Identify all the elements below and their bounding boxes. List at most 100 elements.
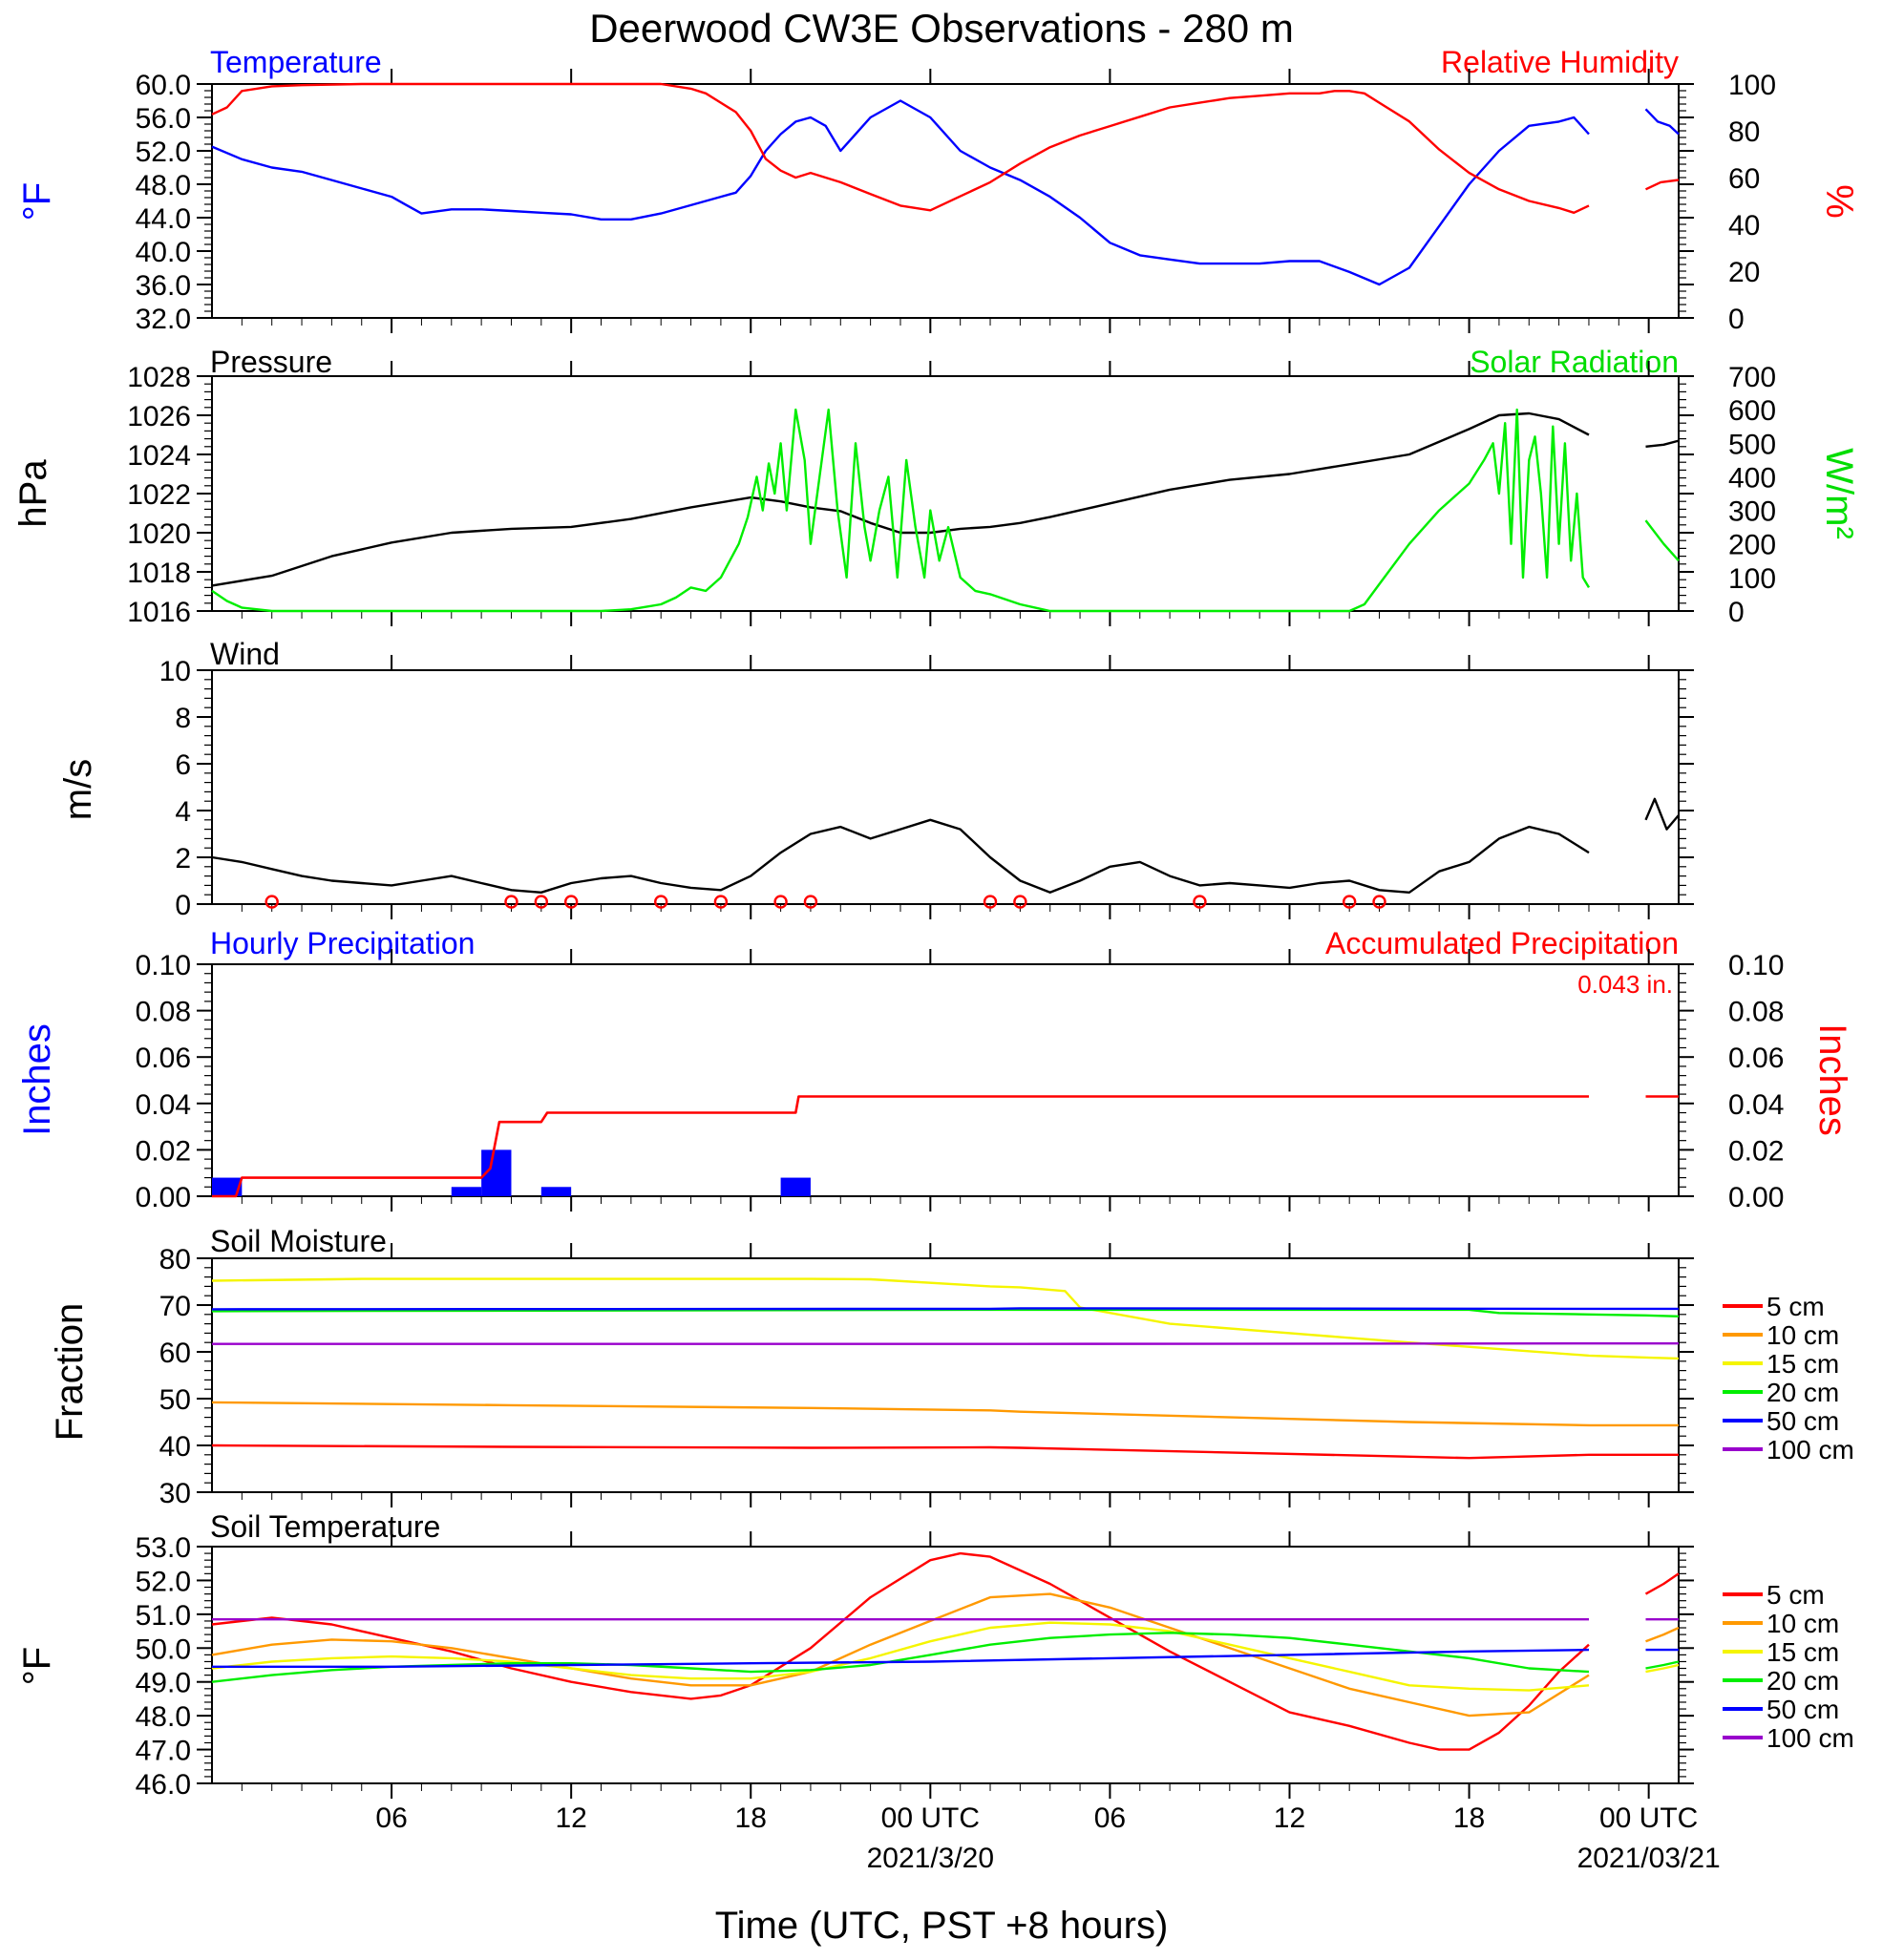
y-tick-label-right: 0.06 xyxy=(1728,1043,1784,1074)
legend-label: 100 cm xyxy=(1767,1435,1854,1465)
y-tick-label-right: 100 xyxy=(1728,563,1776,595)
legend-label: 15 cm xyxy=(1767,1637,1839,1667)
y-tick-label-right: 0.00 xyxy=(1728,1182,1784,1213)
series-line xyxy=(1644,797,1680,831)
calm-wind-marker xyxy=(654,895,668,909)
y-tick-label-left: 50.0 xyxy=(136,1633,191,1665)
series-line xyxy=(211,408,1591,613)
calm-wind-marker xyxy=(1193,895,1207,909)
legend-label: 100 cm xyxy=(1767,1723,1854,1753)
series-line xyxy=(211,99,1590,286)
y-tick-label-right: 300 xyxy=(1728,496,1776,528)
y-tick-label-right: 500 xyxy=(1728,429,1776,460)
y-tick-label-right: 0.10 xyxy=(1728,950,1784,981)
humidity-title: Relative Humidity xyxy=(1441,45,1679,79)
series-line xyxy=(1644,108,1680,136)
series-15-cm xyxy=(211,1621,1590,1692)
y-tick-label-right: 20 xyxy=(1728,257,1760,288)
figure-title: Deerwood CW3E Observations - 280 m xyxy=(589,6,1294,51)
y-tick-label-left: 53.0 xyxy=(136,1532,191,1564)
y-tick-label-right: 700 xyxy=(1728,362,1776,393)
y-tick-label-left: 1018 xyxy=(127,558,191,589)
series-5-cm xyxy=(1644,1572,1680,1595)
y-tick-label-left: 48.0 xyxy=(136,1701,191,1733)
legend-label: 20 cm xyxy=(1767,1666,1839,1696)
y-tick-label-left: 40.0 xyxy=(136,237,191,268)
solar-radiation-title: Solar Radiation xyxy=(1470,345,1679,379)
x-tick-label: 18 xyxy=(735,1802,767,1834)
x-tick-label: 00 UTC xyxy=(1599,1802,1698,1834)
y-tick-label-left: 1020 xyxy=(127,518,191,550)
calm-wind-marker xyxy=(504,895,518,909)
y-tick-label-left: 1022 xyxy=(127,479,191,511)
x-tick-label: 18 xyxy=(1453,1802,1485,1834)
y-tick-label-left: 44.0 xyxy=(136,203,191,235)
calm-wind-marker xyxy=(1013,895,1027,909)
solar-axis-label: W/m² xyxy=(1818,448,1860,539)
y-tick-label-right: 60 xyxy=(1728,163,1760,195)
y-tick-label-left: 60 xyxy=(159,1338,191,1369)
y-tick-label-left: 52.0 xyxy=(136,137,191,168)
precip-bar xyxy=(540,1187,572,1196)
calm-wind-marker xyxy=(534,895,549,909)
y-tick-label-left: 46.0 xyxy=(136,1769,191,1801)
y-tick-label-left: 30 xyxy=(159,1478,191,1509)
y-tick-label-left: 49.0 xyxy=(136,1668,191,1699)
y-tick-label-left: 1026 xyxy=(127,401,191,432)
precip-left-axis-label: Inches xyxy=(16,1023,58,1136)
y-tick-label-left: 60.0 xyxy=(136,70,191,101)
accumulated-precip-line xyxy=(212,1095,1589,1198)
y-tick-label-right: 0 xyxy=(1728,304,1745,335)
pressure-title: Pressure xyxy=(210,345,332,379)
calm-wind-marker xyxy=(713,895,729,909)
legend-label: 10 cm xyxy=(1767,1320,1839,1350)
series-line xyxy=(1644,179,1680,191)
precipitation-panel: Hourly Precipitation Accumulated Precipi… xyxy=(16,926,1853,1213)
y-tick-label-left: 56.0 xyxy=(136,103,191,135)
y-tick-label-right: 0 xyxy=(1728,597,1745,628)
y-tick-label-left: 0 xyxy=(175,890,191,921)
soil-temperature-title: Soil Temperature xyxy=(210,1509,440,1544)
hourly-precip-title: Hourly Precipitation xyxy=(210,926,475,960)
soil-moisture-axis-label: Fraction xyxy=(49,1303,91,1442)
accumulated-precip-title: Accumulated Precipitation xyxy=(1325,926,1679,960)
x-date-label: 2021/3/20 xyxy=(867,1843,994,1874)
x-axis-label: Time (UTC, PST +8 hours) xyxy=(715,1905,1169,1947)
y-tick-label-right: 600 xyxy=(1728,395,1776,427)
pressure-axis-label: hPa xyxy=(12,459,54,528)
y-tick-label-right: 80 xyxy=(1728,116,1760,148)
calm-wind-marker xyxy=(773,895,788,909)
series-line xyxy=(1644,519,1680,562)
temperature-humidity-panel: Temperature Relative Humidity °F % 32.03… xyxy=(16,45,1860,335)
legend-label: 50 cm xyxy=(1767,1695,1839,1724)
soil-temperature-axis-label: °F xyxy=(16,1647,58,1685)
y-tick-label-right: 400 xyxy=(1728,462,1776,494)
series-line xyxy=(211,818,1590,894)
y-tick-label-left: 48.0 xyxy=(136,170,191,201)
series-10-cm xyxy=(211,1592,1590,1718)
legend-label: 10 cm xyxy=(1767,1609,1839,1638)
y-tick-label-left: 50 xyxy=(159,1384,191,1416)
x-tick-label: 00 UTC xyxy=(881,1802,980,1834)
wind-title: Wind xyxy=(210,637,280,671)
legend-label: 5 cm xyxy=(1767,1580,1825,1610)
y-tick-label-left: 0.04 xyxy=(136,1089,191,1121)
y-tick-label-left: 51.0 xyxy=(136,1600,191,1632)
y-tick-label-right: 200 xyxy=(1728,530,1776,561)
calm-wind-marker xyxy=(264,895,279,909)
series-50-cm xyxy=(212,1648,1590,1669)
y-tick-label-left: 80 xyxy=(159,1244,191,1275)
y-tick-label-left: 52.0 xyxy=(136,1566,191,1597)
series-15-cm xyxy=(211,1277,1680,1360)
calm-wind-marker xyxy=(1342,895,1357,909)
series-5-cm xyxy=(211,1444,1679,1460)
wind-panel: Wind m/s 0 2 4 6 8 10 xyxy=(57,637,1694,921)
series-line xyxy=(211,411,1590,587)
y-tick-label-left: 0.08 xyxy=(136,997,191,1028)
calm-wind-marker xyxy=(983,895,998,909)
legend-label: 50 cm xyxy=(1767,1406,1839,1436)
series-line xyxy=(211,82,1590,215)
series-20-cm xyxy=(1645,1660,1680,1670)
